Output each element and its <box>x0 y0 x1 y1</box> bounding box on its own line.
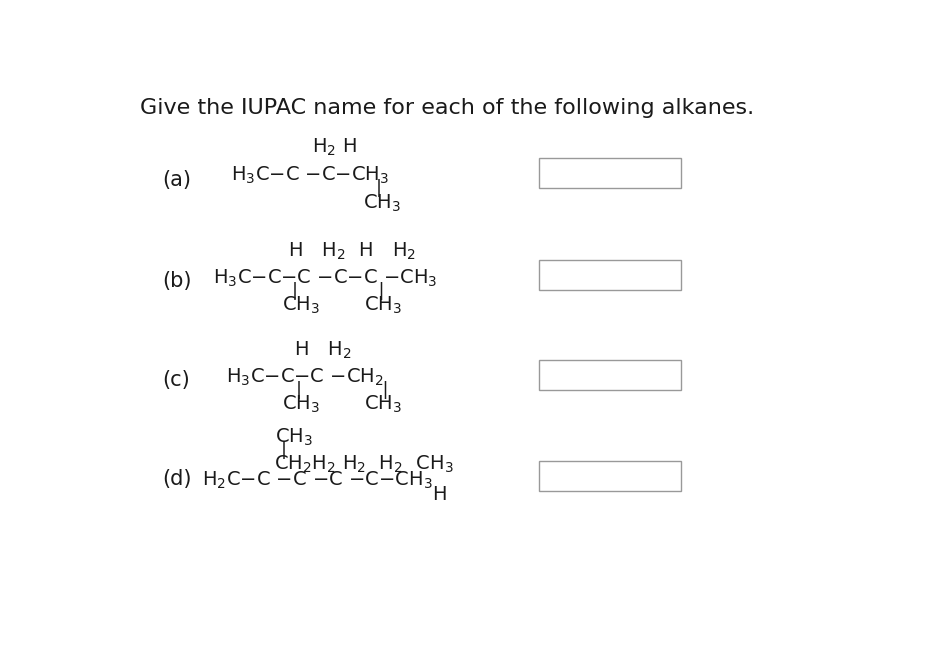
Text: |: | <box>376 179 381 197</box>
Text: $\mathregular{H_2\ H}$: $\mathregular{H_2\ H}$ <box>312 136 357 158</box>
FancyBboxPatch shape <box>539 461 682 490</box>
Text: |              |: | | <box>295 381 388 399</box>
Text: |: | <box>280 441 286 459</box>
Text: $\mathregular{CH_3\ \ \ \ \ \ \ CH_3}$: $\mathregular{CH_3\ \ \ \ \ \ \ CH_3}$ <box>282 295 402 316</box>
Text: $\mathregular{H_3C{-}C{-}C\ {-}CH_2}$: $\mathregular{H_3C{-}C{-}C\ {-}CH_2}$ <box>227 367 384 388</box>
Text: (c): (c) <box>162 369 190 389</box>
Text: $\mathregular{H_3C{-}C\ {-}C{-}CH_3}$: $\mathregular{H_3C{-}C\ {-}C{-}CH_3}$ <box>231 165 390 186</box>
Text: (b): (b) <box>162 271 192 291</box>
Text: $\mathregular{CH_3\ \ \ \ \ \ \ CH_3}$: $\mathregular{CH_3\ \ \ \ \ \ \ CH_3}$ <box>282 393 402 415</box>
Text: $\mathregular{CH_3}$: $\mathregular{CH_3}$ <box>363 193 401 214</box>
Text: (d): (d) <box>162 469 192 489</box>
Text: $\mathregular{H\ \ \ H_2\ \ H\ \ \ H_2}$: $\mathregular{H\ \ \ H_2\ \ H\ \ \ H_2}$ <box>289 240 416 262</box>
FancyBboxPatch shape <box>539 360 682 390</box>
Text: $\mathregular{CH_3}$: $\mathregular{CH_3}$ <box>276 427 313 448</box>
Text: (a): (a) <box>162 170 191 190</box>
Text: $\mathregular{H_3C{-}C{-}C\ {-}C{-}C\ {-}CH_3}$: $\mathregular{H_3C{-}C{-}C\ {-}C{-}C\ {-… <box>213 268 438 289</box>
Text: $\mathregular{H\ \ \ H_2}$: $\mathregular{H\ \ \ H_2}$ <box>294 340 351 361</box>
FancyBboxPatch shape <box>539 261 682 290</box>
Text: $\mathregular{H_2C{-}C\ {-}C\ {-}C\ {-}C{-}CH_3}$: $\mathregular{H_2C{-}C\ {-}C\ {-}C\ {-}C… <box>202 470 433 491</box>
FancyBboxPatch shape <box>539 158 682 188</box>
Text: $\mathregular{CH_2H_2\ H_2\ \ H_2\ \ CH_3}$: $\mathregular{CH_2H_2\ H_2\ \ H_2\ \ CH_… <box>274 453 453 474</box>
Text: |              |: | | <box>292 281 384 299</box>
Text: Give the IUPAC name for each of the following alkanes.: Give the IUPAC name for each of the foll… <box>140 98 754 118</box>
Text: H: H <box>432 485 447 504</box>
